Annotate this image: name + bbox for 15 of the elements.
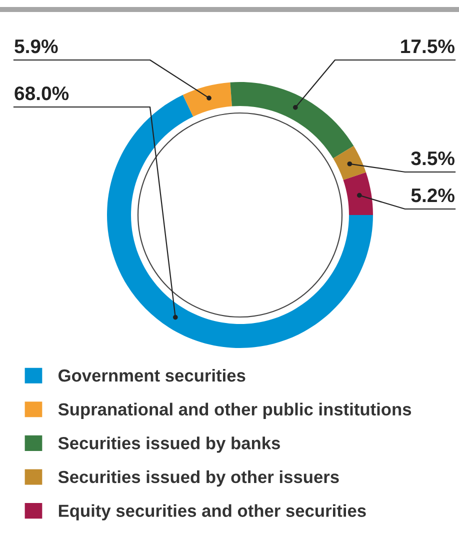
donut-slice — [182, 82, 232, 117]
legend-label: Equity securities and other securities — [58, 504, 366, 520]
donut-slice — [333, 146, 366, 180]
data-label: 3.5% — [411, 151, 454, 166]
data-label: 5.9% — [14, 39, 58, 54]
donut-slice — [343, 172, 373, 215]
donut-slice — [230, 82, 354, 158]
legend-label: Securities issued by other issuers — [58, 470, 339, 487]
data-label: 68.0% — [14, 86, 69, 100]
donut-slice — [107, 94, 373, 348]
legend-label: Securities issued by banks — [58, 436, 280, 453]
data-label: 5.2% — [411, 188, 454, 202]
legend-label: Government securities — [58, 368, 246, 382]
legend-label: Supranational and other public institutions — [58, 402, 412, 419]
data-label: 17.5% — [401, 40, 454, 54]
